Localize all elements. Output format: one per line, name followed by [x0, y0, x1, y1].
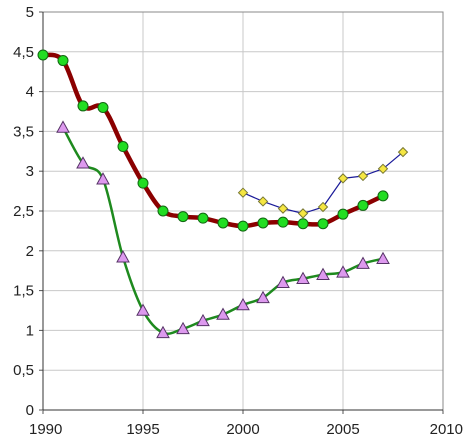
- data-point-circle: [97, 102, 109, 114]
- y-tick-label: 3,5: [13, 123, 34, 140]
- x-tick-label: 1990: [29, 421, 62, 438]
- series-diamonds: [237, 146, 409, 219]
- data-point-circle: [337, 208, 349, 220]
- data-point-triangle: [176, 321, 190, 335]
- data-point-circle: [217, 217, 229, 229]
- data-point-triangle: [316, 267, 330, 280]
- data-point-diamond: [397, 146, 409, 158]
- data-point-circle: [357, 199, 369, 211]
- data-point-triangle: [296, 271, 310, 284]
- data-point-triangle: [356, 256, 370, 269]
- data-point-diamond: [337, 173, 349, 184]
- series-triangles: [56, 120, 390, 339]
- data-point-circle: [157, 205, 169, 217]
- x-tick-label: 2000: [226, 421, 259, 438]
- y-tick-label: 4,5: [13, 44, 34, 61]
- data-point-triangle: [376, 251, 390, 265]
- data-point-triangle: [276, 275, 290, 288]
- data-point-triangle: [196, 313, 210, 327]
- data-point-triangle: [256, 290, 270, 304]
- x-tick-label: 1995: [126, 421, 159, 438]
- tick-labels: 0 0,5 1 1,5 2 2,5 3 3,5 4 4,5 5 1990 1995 2000 2005 201…: [13, 4, 463, 438]
- data-point-circle: [37, 49, 49, 61]
- x-tick-label: 2005: [326, 421, 359, 438]
- data-point-diamond: [377, 163, 389, 175]
- data-point-triangle: [156, 325, 170, 339]
- axes: [39, 11, 444, 414]
- data-point-circle: [377, 190, 389, 202]
- data-point-circle: [57, 55, 69, 67]
- series-group: [37, 49, 409, 339]
- y-tick-label: 1: [26, 322, 34, 339]
- data-point-triangle: [76, 156, 90, 169]
- y-tick-label: 0,5: [13, 362, 34, 379]
- data-point-circle: [317, 218, 329, 230]
- data-point-circle: [197, 212, 209, 224]
- data-point-circle: [77, 100, 89, 112]
- y-tick-label: 4: [26, 84, 34, 101]
- series-circles: [37, 49, 389, 232]
- data-point-diamond: [297, 208, 309, 219]
- data-point-circle: [137, 177, 149, 189]
- y-tick-label: 1,5: [13, 283, 34, 300]
- y-tick-label: 5: [26, 4, 34, 21]
- data-point-circle: [277, 216, 289, 228]
- data-point-circle: [257, 217, 269, 229]
- data-point-diamond: [317, 201, 329, 213]
- y-tick-label: 2: [26, 243, 34, 260]
- data-point-triangle: [116, 250, 130, 263]
- data-point-triangle: [336, 265, 350, 278]
- y-tick-label: 2,5: [13, 203, 34, 220]
- data-point-triangle: [136, 303, 150, 316]
- data-point-diamond: [257, 196, 269, 207]
- data-point-diamond: [277, 203, 289, 214]
- data-point-circle: [117, 141, 129, 153]
- y-tick-label: 0: [26, 402, 34, 419]
- data-point-triangle: [56, 120, 70, 133]
- data-point-circle: [237, 220, 249, 232]
- data-point-triangle: [236, 297, 250, 311]
- grid: [42, 11, 444, 411]
- data-point-circle: [297, 218, 309, 230]
- x-tick-label: 2010: [430, 421, 463, 438]
- data-point-triangle: [96, 172, 110, 185]
- data-point-circle: [177, 211, 189, 223]
- data-point-triangle: [216, 307, 230, 320]
- data-point-diamond: [237, 187, 249, 198]
- y-tick-label: 3: [26, 163, 34, 180]
- data-point-diamond: [357, 170, 369, 182]
